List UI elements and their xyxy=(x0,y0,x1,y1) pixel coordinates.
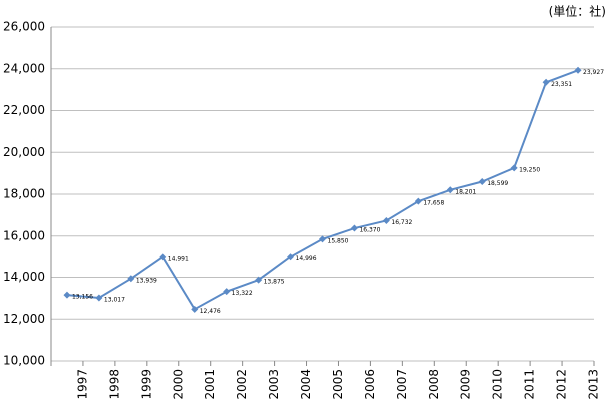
data-label: 23,351 xyxy=(551,81,572,88)
data-label: 13,939 xyxy=(136,277,157,284)
data-label: 16,732 xyxy=(391,219,412,226)
point-marker xyxy=(574,66,582,74)
data-label: 18,201 xyxy=(455,188,476,195)
point-marker xyxy=(446,186,454,194)
x-tick-label: 1997 xyxy=(75,369,89,400)
point-marker xyxy=(63,291,71,299)
y-tick-label: 22,000 xyxy=(3,103,45,117)
point-marker xyxy=(191,305,199,313)
y-tick-label: 14,000 xyxy=(3,270,45,284)
series-line xyxy=(66,69,579,311)
unit-annotation: (単位：社) xyxy=(549,4,606,19)
point-marker xyxy=(478,177,486,185)
point-marker xyxy=(95,294,103,302)
x-tick-label: 2009 xyxy=(459,369,473,400)
data-label: 13,156 xyxy=(72,294,93,301)
y-tick-label: 26,000 xyxy=(3,20,45,34)
y-tick-label: 16,000 xyxy=(3,228,45,242)
point-marker xyxy=(127,275,135,283)
x-tick-label: 2005 xyxy=(331,369,345,400)
data-label: 18,599 xyxy=(487,180,508,187)
x-tick-label: 1999 xyxy=(139,369,153,400)
y-tick-label: 24,000 xyxy=(3,61,45,75)
x-tick-label: 2011 xyxy=(523,369,537,400)
x-tick-label: 2003 xyxy=(267,369,281,400)
y-tick-label: 20,000 xyxy=(3,145,45,159)
point-marker xyxy=(414,197,422,205)
x-tick-label: 1998 xyxy=(107,369,121,400)
data-label: 23,927 xyxy=(583,69,604,76)
y-tick-label: 18,000 xyxy=(3,187,45,201)
x-tick-label: 2007 xyxy=(395,369,409,400)
point-marker xyxy=(223,288,231,296)
point-marker xyxy=(159,253,167,261)
x-tick-label: 2001 xyxy=(203,369,217,400)
y-tick-label: 10,000 xyxy=(3,354,45,368)
data-label: 13,322 xyxy=(232,290,253,297)
data-label: 16,370 xyxy=(359,227,380,234)
point-marker xyxy=(255,276,263,284)
x-tick-label: 2004 xyxy=(299,369,313,400)
data-label: 14,996 xyxy=(296,255,317,262)
point-marker xyxy=(287,253,295,261)
x-tick-label: 2008 xyxy=(427,369,441,400)
y-tick-label: 12,000 xyxy=(3,312,45,326)
x-tick-label: 2002 xyxy=(235,369,249,400)
data-label: 13,017 xyxy=(104,297,125,304)
data-label: 19,250 xyxy=(519,166,540,173)
point-marker xyxy=(542,78,550,86)
data-label: 15,850 xyxy=(328,237,349,244)
x-tick-label: 2010 xyxy=(491,369,505,400)
point-marker xyxy=(510,164,518,172)
data-label: 13,875 xyxy=(264,279,285,286)
point-marker xyxy=(382,216,390,224)
x-tick-label: 2013 xyxy=(587,369,601,400)
data-label: 17,658 xyxy=(423,200,444,207)
data-label: 14,991 xyxy=(168,255,189,262)
x-tick-label: 2012 xyxy=(555,369,569,400)
x-tick-label: 2006 xyxy=(363,369,377,400)
data-label: 12,476 xyxy=(200,308,221,315)
point-marker xyxy=(350,224,358,232)
x-tick-label: 2000 xyxy=(171,369,185,400)
point-marker xyxy=(319,235,326,243)
